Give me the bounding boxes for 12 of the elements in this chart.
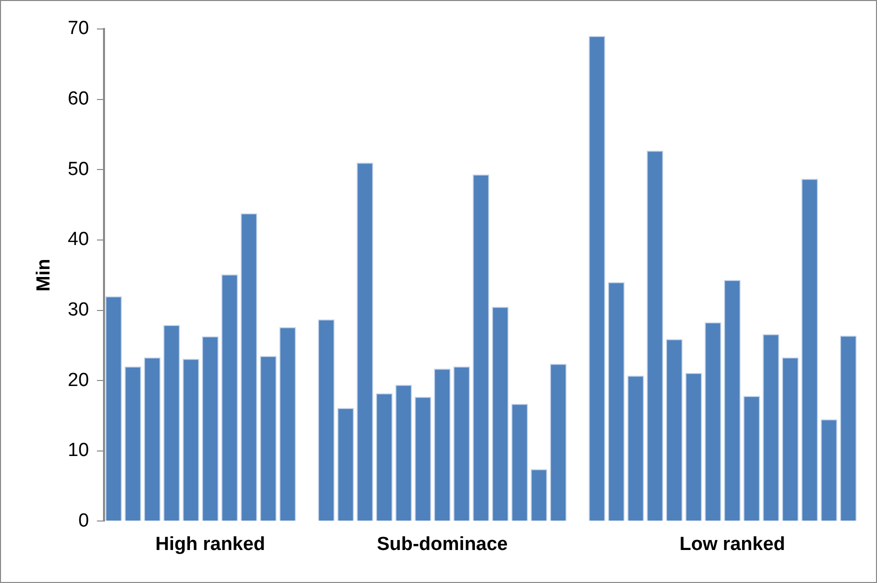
y-tick-label: 40 (68, 229, 89, 250)
x-tick-label: Sub-dominace (376, 534, 508, 555)
y-axis-title: Min (34, 258, 55, 292)
y-tick-label: 60 (68, 88, 89, 110)
x-tick-label: Low ranked (680, 534, 786, 555)
y-tick-label: 30 (68, 299, 89, 320)
y-tick-label: 10 (68, 440, 89, 462)
y-tick-label: 0 (78, 510, 89, 532)
y-tick-label: 70 (68, 18, 89, 40)
x-tick-label: High ranked (155, 534, 266, 555)
y-tick-label: 20 (68, 370, 89, 391)
y-tick-label: 50 (68, 158, 89, 180)
